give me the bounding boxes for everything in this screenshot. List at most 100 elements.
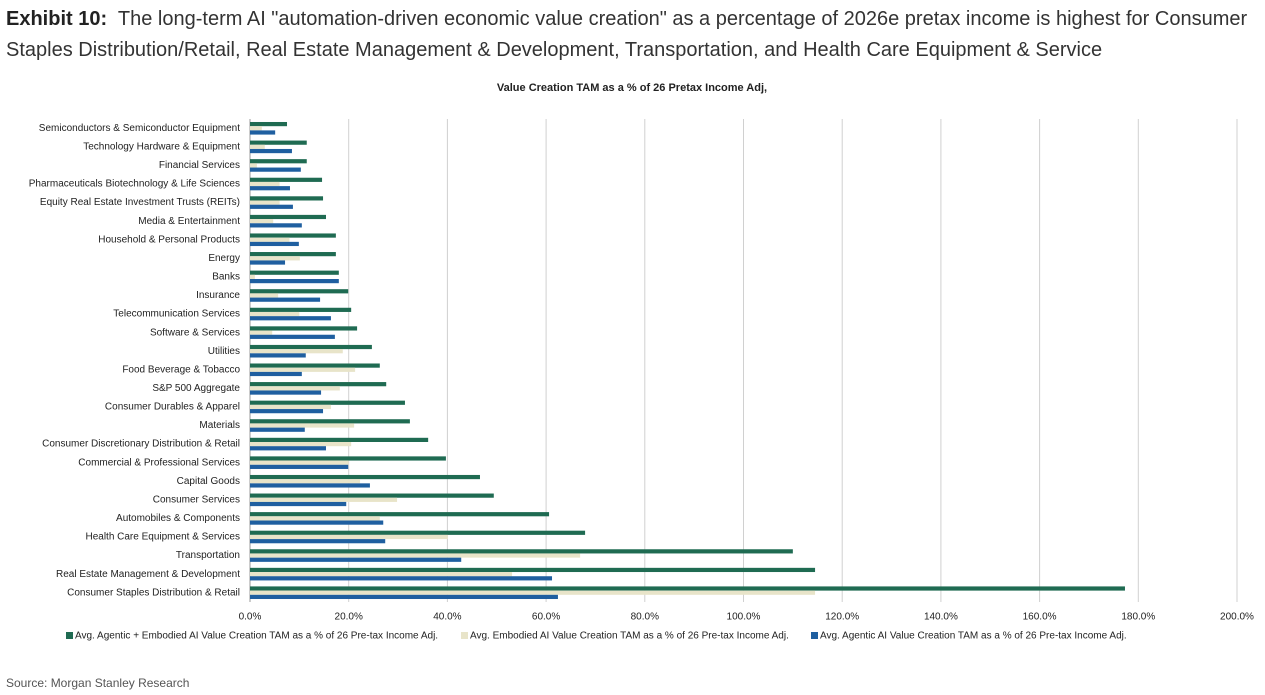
- x-tick-label: 160.0%: [1023, 612, 1057, 623]
- bar: [250, 293, 279, 298]
- x-tick-label: 40.0%: [433, 612, 461, 623]
- bar: [250, 274, 255, 280]
- y-tick-label: Health Care Equipment & Services: [85, 532, 240, 543]
- bar: [250, 140, 307, 145]
- bar: [250, 163, 257, 168]
- y-tick-label: Energy: [208, 253, 240, 264]
- legend-swatch: [811, 632, 818, 639]
- bar: [250, 167, 301, 172]
- bar: [250, 567, 816, 573]
- bar: [250, 159, 307, 164]
- bar: [250, 390, 322, 395]
- bar: [250, 349, 343, 354]
- bar: [250, 330, 273, 335]
- y-tick-label: Household & Personal Products: [98, 234, 240, 245]
- bar: [250, 512, 550, 517]
- bar: [250, 437, 429, 442]
- bar: [250, 186, 290, 191]
- bar: [250, 344, 372, 350]
- x-tick-label: 100.0%: [727, 612, 761, 623]
- bar: [250, 386, 340, 391]
- bar: [250, 530, 586, 535]
- y-tick-label: Pharmaceuticals Biotechnology & Life Sci…: [29, 179, 240, 190]
- bar: [250, 353, 306, 358]
- bar: [250, 483, 370, 488]
- bar: [250, 289, 349, 294]
- x-tick-label: 0.0%: [239, 612, 262, 623]
- bar: [250, 404, 331, 410]
- y-tick-label: Media & Entertainment: [138, 216, 240, 227]
- y-tick-label: Financial Services: [159, 160, 240, 171]
- bar: [250, 497, 398, 502]
- bar: [250, 270, 339, 275]
- y-tick-label: Real Estate Management & Development: [56, 569, 240, 580]
- bar: [250, 223, 302, 228]
- y-tick-label: Technology Hardware & Equipment: [83, 142, 240, 153]
- x-tick-label: 60.0%: [532, 612, 560, 623]
- bar: [250, 316, 331, 321]
- bar: [250, 144, 265, 149]
- bar: [250, 237, 290, 242]
- bar: [250, 441, 352, 447]
- bar: [250, 382, 387, 387]
- bar: [250, 557, 462, 562]
- bar: [250, 572, 513, 577]
- bar: [250, 586, 1125, 591]
- y-tick-label: Food Beverage & Tobacco: [122, 364, 240, 375]
- bar: [250, 130, 276, 135]
- legend-swatch: [66, 632, 73, 639]
- bar: [250, 367, 356, 372]
- bar: [250, 594, 558, 600]
- bar: [250, 409, 324, 414]
- bar: [250, 241, 299, 247]
- bar: [250, 479, 361, 484]
- bar: [250, 181, 280, 187]
- bar: [250, 219, 274, 224]
- bar: [250, 493, 494, 498]
- y-tick-label: Commercial & Professional Services: [78, 457, 240, 468]
- bar: [250, 126, 262, 131]
- header: Exhibit 10: The long-term AI "automation…: [6, 4, 1261, 66]
- bar: [250, 427, 305, 432]
- x-tick-label: 80.0%: [631, 612, 659, 623]
- bar: [250, 520, 384, 525]
- y-tick-label: Consumer Staples Distribution & Retail: [67, 587, 240, 598]
- y-tick-label: Insurance: [196, 290, 240, 301]
- bar: [250, 400, 405, 405]
- y-tick-label: Consumer Discretionary Distribution & Re…: [42, 439, 240, 450]
- y-tick-label: Materials: [199, 420, 240, 431]
- x-tick-label: 120.0%: [825, 612, 859, 623]
- bar: [250, 204, 293, 209]
- bar: [250, 121, 288, 127]
- y-tick-label: Consumer Durables & Apparel: [105, 402, 240, 413]
- chart-title: Value Creation TAM as a % of 26 Pretax I…: [497, 82, 767, 94]
- legend-label: Avg. Agentic + Embodied AI Value Creatio…: [75, 631, 438, 642]
- y-tick-label: Telecommunication Services: [113, 309, 240, 320]
- y-tick-label: Utilities: [208, 346, 240, 357]
- bar: [250, 214, 326, 220]
- bar: [250, 460, 349, 465]
- y-tick-label: Consumer Services: [153, 494, 240, 505]
- bar: [250, 534, 448, 540]
- chart: Value Creation TAM as a % of 26 Pretax I…: [29, 82, 1254, 642]
- y-tick-label: Transportation: [176, 550, 240, 561]
- bar: [250, 549, 793, 554]
- legend-swatch: [461, 632, 468, 639]
- bar: [250, 233, 336, 238]
- y-tick-label: Automobiles & Components: [116, 513, 240, 524]
- legend-label: Avg. Embodied AI Value Creation TAM as a…: [470, 631, 789, 642]
- bar: [250, 200, 280, 205]
- bar: [250, 590, 816, 595]
- bar: [250, 307, 352, 312]
- bar: [250, 501, 347, 507]
- y-tick-label: Semiconductors & Semiconductor Equipment: [39, 123, 240, 134]
- bar: [250, 446, 326, 451]
- bar: [250, 196, 324, 201]
- bar: [250, 456, 446, 461]
- bar: [250, 464, 349, 469]
- bar: [250, 177, 323, 182]
- bar: [250, 553, 581, 558]
- bar: [250, 516, 380, 521]
- bar: [250, 148, 292, 154]
